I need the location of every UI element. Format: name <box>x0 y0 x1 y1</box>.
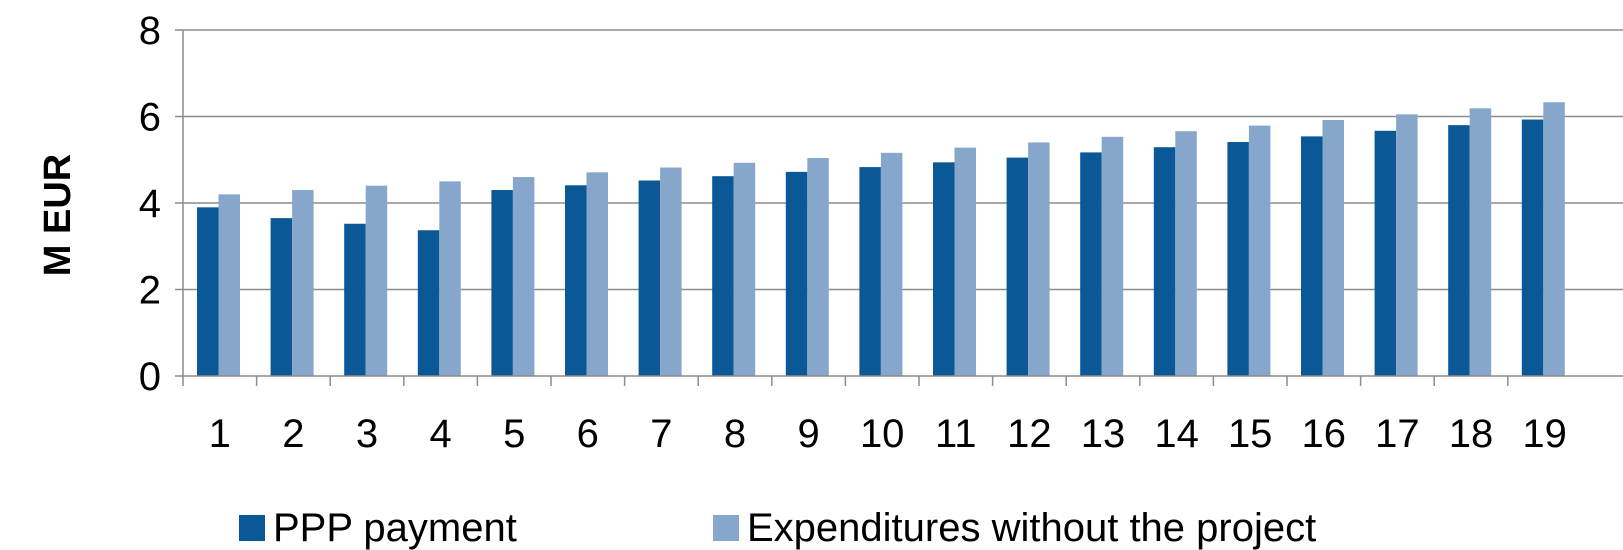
bar-expenditures-19 <box>1543 102 1565 376</box>
legend-swatch-expenditures <box>713 515 739 541</box>
x-tick-label: 6 <box>577 412 599 456</box>
x-tick-label: 3 <box>356 412 378 456</box>
legend-item-ppp: PPP payment <box>239 508 517 548</box>
x-tick-label: 4 <box>429 412 451 456</box>
bar-ppp-6 <box>565 185 587 376</box>
x-tick-label: 14 <box>1154 412 1199 456</box>
bar-ppp-14 <box>1153 147 1176 376</box>
bar-expenditures-17 <box>1396 114 1418 377</box>
bar-ppp-18 <box>1448 125 1470 377</box>
y-tick-label: 2 <box>139 269 161 313</box>
legend-label-expenditures: Expenditures without the project <box>747 506 1317 550</box>
x-tick-label: 12 <box>1007 412 1052 456</box>
bar-ppp-15 <box>1227 142 1249 376</box>
bar-ppp-16 <box>1301 136 1323 376</box>
bar-ppp-17 <box>1374 130 1397 376</box>
bar-expenditures-3 <box>365 185 388 376</box>
bar-expenditures-6 <box>586 172 608 376</box>
bar-expenditures-7 <box>660 167 682 376</box>
x-tick-label: 13 <box>1081 412 1126 456</box>
x-tick-label: 17 <box>1375 412 1420 456</box>
x-tick-label: 11 <box>935 412 977 456</box>
bar-ppp-3 <box>344 223 366 376</box>
bar-expenditures-5 <box>512 177 535 376</box>
x-tick-label: 8 <box>724 412 746 456</box>
bar-expenditures-14 <box>1175 131 1197 376</box>
bar-ppp-8 <box>712 176 734 376</box>
bar-expenditures-13 <box>1101 136 1124 376</box>
x-tick-labels: 1 2 3 4 5 6 7 8 9 10 11 12 13 14 15 16 17 18 19 <box>209 412 1567 456</box>
x-tick-label: 15 <box>1228 412 1273 456</box>
bars <box>197 102 1565 377</box>
bar-expenditures-11 <box>954 147 976 376</box>
bar-ppp-4 <box>417 230 440 376</box>
x-tick-label: 7 <box>650 412 672 456</box>
bar-expenditures-18 <box>1469 108 1492 376</box>
legend-label-ppp: PPP payment <box>273 506 517 550</box>
y-axis-label: M EUR <box>37 154 79 276</box>
legend: PPP payment Expenditures without the pro… <box>0 508 1623 549</box>
axes <box>175 29 1623 386</box>
legend-item-expenditures: Expenditures without the project <box>713 508 1316 548</box>
bar-expenditures-16 <box>1322 119 1344 377</box>
bar-ppp-2 <box>270 218 293 376</box>
bar-expenditures-9 <box>807 158 829 376</box>
y-tick-label: 4 <box>139 182 161 226</box>
bar-ppp-5 <box>491 190 513 376</box>
y-tick-label: 0 <box>139 355 161 399</box>
bar-expenditures-15 <box>1248 125 1271 377</box>
x-tick-label: 9 <box>797 412 819 456</box>
bar-ppp-19 <box>1521 119 1544 376</box>
bar-expenditures-10 <box>880 152 903 376</box>
bar-ppp-12 <box>1006 157 1029 376</box>
x-tick-label: 16 <box>1302 412 1347 456</box>
bar-expenditures-4 <box>439 181 461 376</box>
bar-ppp-10 <box>859 167 881 376</box>
y-tick-labels: 0 2 4 6 8 <box>139 9 161 399</box>
x-tick-label: 18 <box>1449 412 1494 456</box>
y-tick-label: 8 <box>139 9 161 53</box>
x-tick-label: 19 <box>1522 412 1567 456</box>
bar-ppp-9 <box>785 171 808 376</box>
x-tick-label: 5 <box>503 412 525 456</box>
bar-ppp-1 <box>197 207 219 376</box>
bar-expenditures-8 <box>733 162 756 376</box>
bar-expenditures-12 <box>1028 142 1050 376</box>
legend-swatch-ppp <box>239 515 265 541</box>
x-tick-label: 1 <box>209 412 231 456</box>
y-tick-label: 6 <box>139 96 161 140</box>
bar-ppp-7 <box>638 180 661 376</box>
bar-expenditures-1 <box>218 194 240 376</box>
x-tick-label: 2 <box>282 412 304 456</box>
bar-ppp-11 <box>933 162 955 376</box>
x-tick-label: 10 <box>860 412 905 456</box>
bar-expenditures-2 <box>292 190 314 376</box>
bar-ppp-13 <box>1080 152 1102 376</box>
